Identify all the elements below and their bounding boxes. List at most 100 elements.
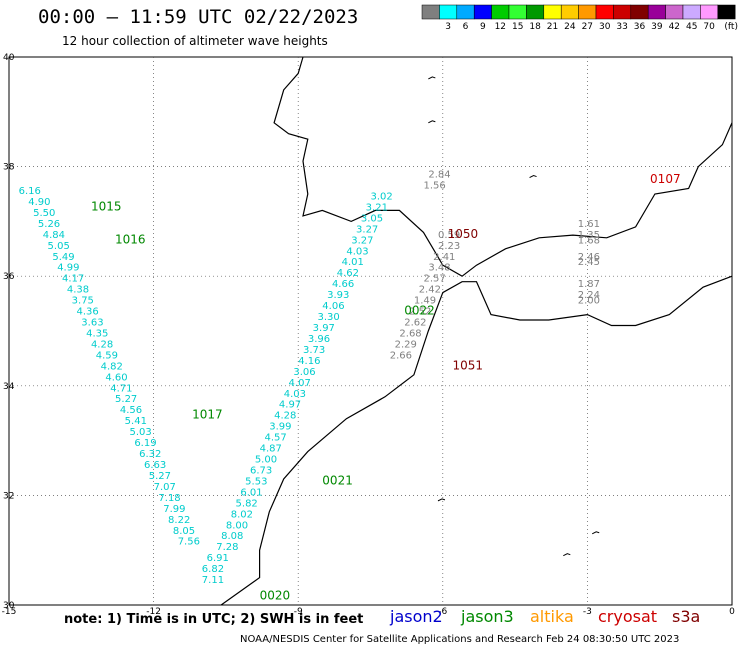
footer-note: note: 1) Time is in UTC; 2) SWH is in fe… [64, 612, 364, 627]
track-time-label: 0022 [404, 304, 435, 318]
wave-height-value: 5.05 [48, 241, 70, 252]
colorbar-label: 30 [599, 22, 611, 32]
satellite-legend-cryosat: cryosat [598, 607, 658, 626]
wave-height-value: 3.75 [72, 296, 94, 307]
x-tick-label: -6 [438, 607, 447, 617]
wave-height-value: 4.28 [91, 339, 113, 350]
wave-height-value: 6.16 [19, 186, 41, 197]
wave-height-value: 4.71 [110, 383, 132, 394]
satellite-legend-jason2: jason2 [390, 607, 443, 626]
wave-height-value: 8.22 [168, 515, 190, 526]
wave-height-value: 4.84 [43, 230, 65, 241]
colorbar-label: 39 [651, 22, 663, 32]
wave-height-value: 4.16 [298, 356, 320, 367]
wave-height-value: 4.06 [322, 301, 344, 312]
wave-height-value: 1.56 [424, 181, 446, 192]
wave-height-value: 8.05 [173, 526, 195, 537]
wave-height-value: 8.02 [231, 509, 253, 520]
wave-height-value: 4.01 [342, 257, 364, 268]
wave-height-value: 4.35 [86, 328, 108, 339]
wave-height-value: 3.48 [428, 263, 450, 274]
wave-height-value: 4.59 [96, 350, 118, 361]
wave-height-value: 4.62 [337, 268, 359, 279]
colorbar-label: 42 [669, 22, 680, 32]
satellite-legend-jason3: jason3 [461, 607, 514, 626]
wave-height-value: 4.07 [289, 378, 311, 389]
wave-height-value: 3.27 [356, 224, 378, 235]
x-tick-label: -3 [583, 607, 592, 617]
wave-height-value: 3.30 [317, 312, 339, 323]
wave-height-value: 4.99 [57, 263, 79, 274]
y-tick-label: 34 [3, 382, 15, 392]
inland-feature [437, 498, 446, 502]
y-tick-label: 30 [3, 601, 15, 611]
wave-height-value: 5.26 [38, 219, 60, 230]
wave-height-value: 1.35 [578, 230, 600, 241]
track-time-label: 0107 [650, 172, 681, 186]
wave-height-value: 8.08 [221, 531, 243, 542]
y-tick-label: 40 [3, 53, 15, 63]
wave-height-value: 3.63 [81, 318, 103, 329]
colorbar-label: 3 [445, 22, 451, 32]
track-time-label: 1051 [452, 358, 483, 372]
wave-height-value: 3.99 [269, 422, 291, 433]
wave-height-value: 6.32 [139, 449, 161, 460]
wave-height-value: 4.87 [260, 444, 282, 455]
x-tick-label: 0 [729, 607, 735, 617]
wave-height-value: 2.42 [419, 285, 441, 296]
colorbar-unit: (ft) [724, 22, 738, 32]
wave-height-value: 3.21 [366, 202, 388, 213]
wave-height-value: 0.59 [438, 230, 460, 241]
y-tick-label: 38 [3, 163, 15, 173]
colorbar-label: 6 [463, 22, 469, 32]
map-plot: -15 -12 -9 -6 -3 04038363432306.164.905.505.2… [2, 53, 735, 617]
wave-height-value: 4.56 [120, 405, 142, 416]
wave-height-value: 4.38 [67, 285, 89, 296]
satellite-legend-s3a: s3a [672, 607, 701, 626]
inland-feature [529, 175, 537, 179]
inland-feature [428, 76, 436, 80]
colorbar-label: 12 [495, 22, 506, 32]
wave-height-value: 2.45 [578, 257, 600, 268]
wave-height-value: 6.63 [144, 460, 166, 471]
colorbar-label: 27 [582, 22, 593, 32]
wave-height-value: 7.07 [154, 482, 176, 493]
colorbar-label: 21 [547, 22, 558, 32]
wave-height-value: 2.23 [438, 241, 460, 252]
wave-height-value: 2.46 [578, 252, 600, 263]
wave-height-value: 7.11 [202, 575, 224, 586]
wave-height-value: 5.03 [130, 427, 152, 438]
x-tick-label: -9 [294, 607, 303, 617]
morocco-coastline [220, 275, 733, 606]
wave-height-value: 3.96 [308, 334, 330, 345]
wave-height-value: 5.41 [125, 416, 147, 427]
map-title: 00:00 – 11:59 UTC 02/22/2023 [38, 6, 359, 28]
wave-height-value: 1.68 [578, 235, 600, 246]
x-tick-label: -12 [146, 607, 161, 617]
track-time-label: 1017 [192, 408, 223, 422]
wave-height-value: 4.03 [346, 246, 368, 257]
wave-height-value: 2.29 [395, 339, 417, 350]
wave-height-value: 4.66 [332, 279, 354, 290]
wave-height-value: 5.50 [33, 208, 55, 219]
wave-height-value: 1.49 [414, 296, 436, 307]
colorbar-label: 24 [564, 22, 576, 32]
wave-height-value: 4.97 [279, 400, 301, 411]
track-time-label: 0020 [260, 589, 291, 603]
wave-height-value: 8.00 [226, 520, 248, 531]
wave-height-value: 2.62 [404, 318, 426, 329]
wave-height-value: 3.02 [371, 191, 393, 202]
wave-height-value: 2.57 [424, 274, 446, 285]
x-tick-label: -15 [2, 607, 17, 617]
map-subtitle: 12 hour collection of altimeter wave hei… [62, 34, 328, 48]
colorbar-label: 36 [634, 22, 646, 32]
wave-height-value: 7.56 [178, 537, 200, 548]
wave-height-value: 2.00 [578, 296, 600, 307]
wave-height-value: 4.57 [264, 433, 286, 444]
map-frame [8, 56, 733, 606]
inland-feature [428, 120, 436, 124]
colorbar-label: 70 [703, 22, 715, 32]
colorbar-label: 15 [512, 22, 523, 32]
footer-credit: NOAA/NESDIS Center for Satellite Applica… [240, 634, 680, 645]
